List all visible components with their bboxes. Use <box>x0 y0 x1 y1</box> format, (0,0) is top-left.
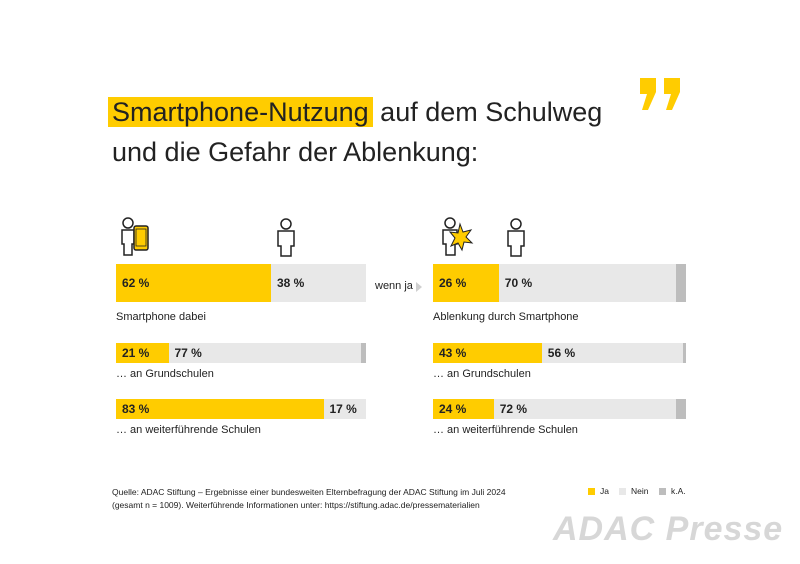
child-icon <box>277 218 295 257</box>
source-note: Quelle: ADAC Stiftung – Ergebnisse einer… <box>112 486 506 512</box>
bar-right-0: 26 % 70 % <box>433 264 686 302</box>
bar-value-label: 62 % <box>122 276 150 290</box>
bar-segment-nein: 70 % <box>498 264 676 302</box>
bar-segment-ja: 43 % <box>433 343 542 363</box>
bar-segment-ja: 83 % <box>116 399 324 419</box>
legend-label: Ja <box>600 486 609 496</box>
legend-label: k.A. <box>671 486 686 496</box>
child-with-smartphone-icon <box>121 217 149 256</box>
quote-mark-icon <box>640 78 680 110</box>
legend-swatch-ja <box>588 487 595 495</box>
bar-left-2: 83 % 17 % <box>116 399 366 419</box>
watermark: ADAC Presse <box>553 510 784 548</box>
row-label: … an weiterführende Schulen <box>116 424 261 436</box>
bar-value-label: 21 % <box>122 346 150 360</box>
bar-value-label: 83 % <box>122 402 150 416</box>
bar-segment-nein: 56 % <box>541 343 684 363</box>
bar-segment-ka <box>683 343 686 363</box>
bar-segment-ja: 26 % <box>433 264 499 302</box>
row-label: … an weiterführende Schulen <box>433 424 578 436</box>
chart-title: Smartphone-Nutzung auf dem Schulweg und … <box>108 92 603 172</box>
row-label: Ablenkung durch Smartphone <box>433 311 579 323</box>
legend-item-nein: Nein <box>619 486 648 496</box>
bar-segment-ja: 24 % <box>433 399 494 419</box>
source-line-2: (gesamt n = 1009). Weiterführende Inform… <box>112 500 480 510</box>
bar-left-0: 62 % 38 % <box>116 264 366 302</box>
bar-segment-ka <box>361 343 366 363</box>
legend-item-ja: Ja <box>588 486 609 496</box>
row-label: Smartphone dabei <box>116 311 206 323</box>
bar-value-label: 26 % <box>439 276 467 290</box>
bar-segment-nein: 72 % <box>493 399 676 419</box>
bar-segment-ja: 21 % <box>116 343 169 363</box>
title-line2: und die Gefahr der Ablenkung: <box>112 137 479 167</box>
legend-label: Nein <box>631 486 649 496</box>
bar-segment-nein: 38 % <box>271 264 366 302</box>
bar-value-label: 43 % <box>439 346 467 360</box>
bar-value-label: 70 % <box>504 276 533 290</box>
bar-segment-ka <box>675 399 686 419</box>
arrow-right-icon <box>416 282 422 292</box>
distracted-child-icon <box>442 217 474 256</box>
legend-swatch-nein <box>619 487 626 495</box>
bar-value-label: 24 % <box>439 402 467 416</box>
bar-right-2: 24 % 72 % <box>433 399 686 419</box>
bar-segment-nein: 77 % <box>168 343 361 363</box>
row-label: … an Grundschulen <box>433 368 531 380</box>
bar-value-label: 77 % <box>174 346 202 360</box>
bar-right-1: 43 % 56 % <box>433 343 686 363</box>
bar-left-1: 21 % 77 % <box>116 343 366 363</box>
legend-swatch-ka <box>659 487 666 495</box>
bar-segment-nein: 17 % <box>323 399 366 419</box>
bar-value-label: 56 % <box>547 346 576 360</box>
child-icon <box>507 218 525 257</box>
bar-segment-ka <box>675 264 686 302</box>
wenn-ja-label: wenn ja <box>375 280 413 292</box>
bar-value-label: 17 % <box>329 402 357 416</box>
title-rest: auf dem Schulweg <box>380 97 603 127</box>
source-line-1: Quelle: ADAC Stiftung – Ergebnisse einer… <box>112 487 506 497</box>
legend-item-ka: k.A. <box>659 486 686 496</box>
bar-value-label: 72 % <box>499 402 528 416</box>
title-highlight: Smartphone-Nutzung <box>108 97 373 127</box>
bar-value-label: 38 % <box>277 276 305 290</box>
bar-segment-ja: 62 % <box>116 264 271 302</box>
row-label: … an Grundschulen <box>116 368 214 380</box>
